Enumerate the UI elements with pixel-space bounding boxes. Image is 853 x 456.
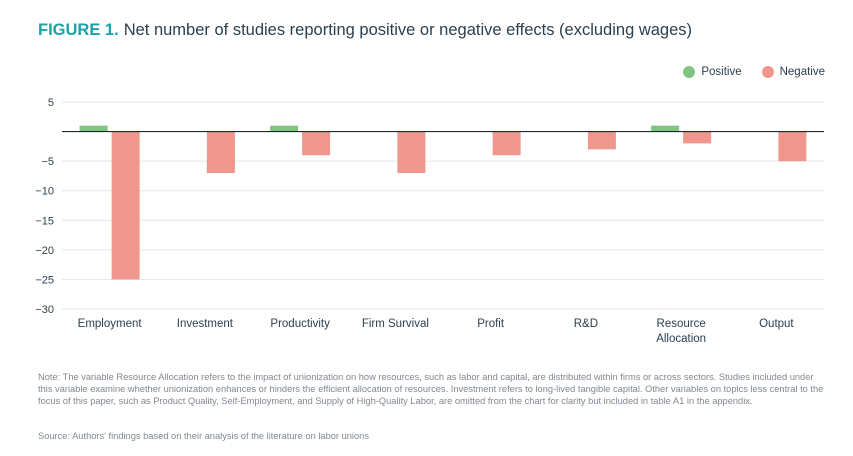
x-category-label: Firm Survival bbox=[362, 318, 429, 330]
bar-negative bbox=[587, 131, 616, 150]
x-category-label: Productivity bbox=[270, 318, 330, 330]
bar-positive bbox=[79, 125, 108, 132]
x-category-label: Profit bbox=[477, 318, 505, 330]
chart-legend: Positive Negative bbox=[663, 66, 825, 78]
x-category-label: R&D bbox=[574, 318, 598, 330]
x-category-label: Employment bbox=[78, 318, 143, 330]
x-category-label: Output bbox=[759, 318, 794, 330]
bar-negative bbox=[683, 131, 712, 144]
x-category-label: Investment bbox=[177, 318, 234, 330]
y-tick-label: 5 bbox=[48, 97, 54, 109]
note-text: Note: The variable Resource Allocation r… bbox=[38, 372, 824, 407]
y-tick-label: −5 bbox=[41, 156, 54, 168]
legend-label-negative: Negative bbox=[779, 66, 825, 78]
figure-label: FIGURE 1. bbox=[38, 21, 119, 39]
chart-source: Source: Authors' findings based on their… bbox=[38, 431, 369, 441]
legend-swatch-negative bbox=[761, 66, 774, 78]
legend-swatch-positive bbox=[683, 66, 696, 78]
bar-positive bbox=[651, 125, 680, 132]
bar-negative bbox=[397, 131, 426, 173]
y-tick-label: −15 bbox=[35, 215, 54, 227]
bar-positive bbox=[270, 125, 299, 132]
bar-negative bbox=[302, 131, 331, 156]
bar-negative bbox=[492, 131, 521, 156]
bar-negative bbox=[206, 131, 235, 173]
y-tick-label: −25 bbox=[35, 274, 54, 286]
bar-negative bbox=[111, 131, 140, 280]
chart-note: Note: The variable Resource Allocation r… bbox=[38, 371, 828, 408]
y-tick-label: −10 bbox=[35, 186, 54, 198]
legend-item-negative: Negative bbox=[761, 66, 825, 78]
bar-negative bbox=[778, 131, 807, 162]
y-tick-label: −30 bbox=[35, 304, 54, 316]
x-category-label: Resource Allocation bbox=[656, 318, 706, 345]
chart-title: FIGURE 1. Net number of studies reporting… bbox=[38, 21, 692, 40]
legend-label-positive: Positive bbox=[701, 66, 742, 78]
bar-chart: 5 −5 −10 −15 −20 −25 −30 Employment Investment Pr… bbox=[35, 97, 824, 345]
y-tick-label: −20 bbox=[35, 245, 54, 257]
figure-title-text: Net number of studies reporting positive… bbox=[123, 21, 693, 39]
legend-item-positive: Positive bbox=[683, 66, 742, 78]
